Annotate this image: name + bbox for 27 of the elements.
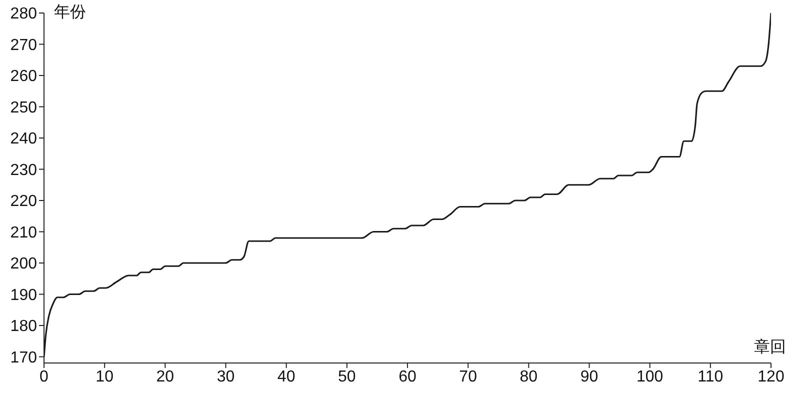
y-tick-label: 200 [10, 256, 38, 273]
x-tick-label: 0 [40, 368, 49, 386]
x-tick-label: 50 [338, 368, 356, 386]
y-tick-label: 190 [10, 286, 38, 304]
y-tick-label: 250 [10, 99, 38, 116]
y-tick-label: 230 [10, 162, 38, 179]
x-axis-title: 章回 [754, 338, 786, 358]
x-tick-label: 120 [758, 368, 784, 386]
x-tick-label: 80 [520, 368, 538, 386]
x-tick-label: 60 [398, 368, 416, 386]
x-tick-label: 40 [277, 368, 296, 386]
x-tick-label: 100 [636, 368, 664, 386]
y-tick-label: 270 [10, 36, 38, 54]
y-tick-label: 220 [10, 193, 38, 210]
x-tick-label: 10 [96, 368, 114, 386]
y-tick-label: 170 [10, 349, 38, 366]
x-tick-label: 70 [459, 368, 478, 386]
y-tick-label: 260 [10, 68, 38, 86]
y-tick-label: 240 [10, 130, 38, 148]
x-tick-label: 30 [216, 368, 235, 386]
x-tick-label: 90 [580, 368, 598, 386]
y-tick-label: 210 [10, 224, 38, 242]
x-tick-label: 110 [698, 368, 724, 386]
y-axis-title: 年份 [54, 3, 86, 23]
x-tick-label: 20 [156, 368, 174, 386]
y-tick-label: 280 [10, 6, 38, 23]
y-tick-label: 180 [10, 318, 38, 336]
